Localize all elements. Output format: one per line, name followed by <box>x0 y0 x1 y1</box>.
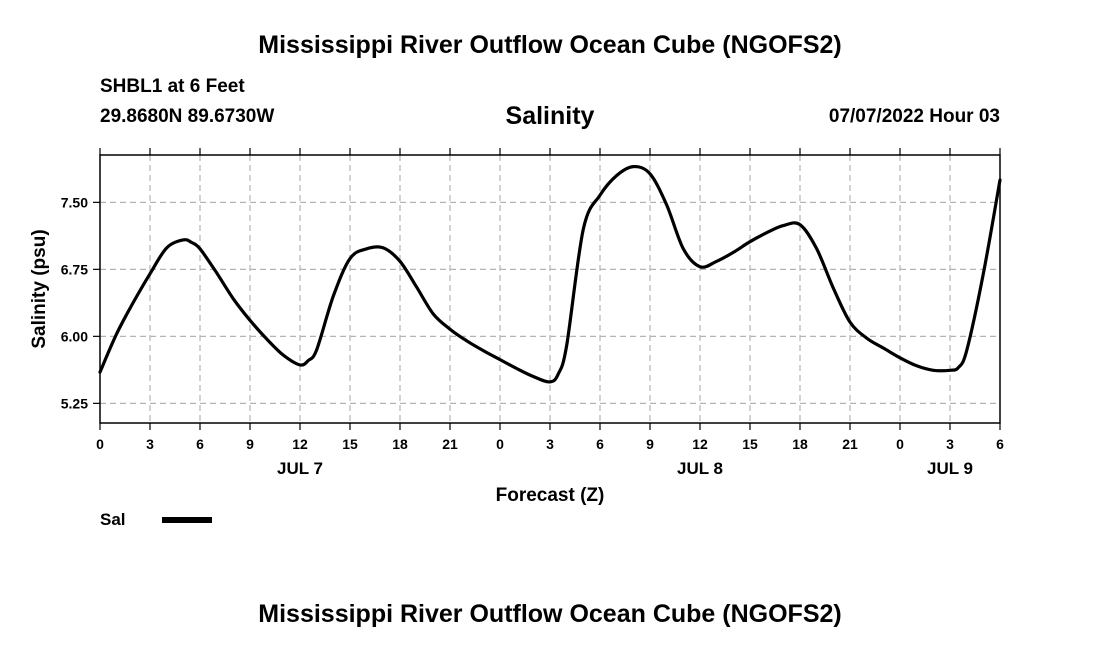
x-tick-label: 12 <box>292 436 308 452</box>
y-tick-label: 5.25 <box>61 395 88 411</box>
x-tick-label: 21 <box>842 436 858 452</box>
y-tick-label: 7.50 <box>61 194 88 210</box>
station-label: SHBL1 at 6 Feet <box>100 76 245 97</box>
grid-lines <box>100 155 1000 423</box>
day-label: JUL 8 <box>677 459 723 478</box>
x-tick-label: 9 <box>246 436 254 452</box>
x-tick-label: 0 <box>896 436 904 452</box>
x-tick-label: 3 <box>546 436 554 452</box>
day-label: JUL 7 <box>277 459 323 478</box>
x-tick-label: 12 <box>692 436 708 452</box>
axis-ticks: 0 3 6 9 12 15 18 21 0 3 6 9 12 15 18 21 0 3 6 5.25 6.00 6.75 7… <box>61 148 1004 478</box>
x-tick-label: 0 <box>496 436 504 452</box>
x-tick-label: 0 <box>96 436 104 452</box>
legend-label-sal: Sal <box>100 510 126 529</box>
footer-title: Mississippi River Outflow Ocean Cube (NG… <box>258 600 842 628</box>
x-tick-label: 6 <box>196 436 204 452</box>
forecast-timestamp: 07/07/2022 Hour 03 <box>828 106 1000 127</box>
location-coordinates: 29.8680N 89.6730W <box>100 106 275 127</box>
x-tick-label: 18 <box>792 436 808 452</box>
x-tick-label: 3 <box>146 436 154 452</box>
y-axis-label: Salinity (psu) <box>29 229 50 348</box>
x-tick-label: 15 <box>742 436 758 452</box>
y-tick-label: 6.00 <box>61 328 88 344</box>
chart-title: Salinity <box>506 102 595 130</box>
legend: Sal <box>100 510 212 529</box>
x-tick-label: 6 <box>596 436 604 452</box>
salinity-series-line <box>98 164 1002 384</box>
x-tick-label: 9 <box>646 436 654 452</box>
y-tick-label: 6.75 <box>61 261 88 277</box>
x-tick-label: 18 <box>392 436 408 452</box>
x-axis-label: Forecast (Z) <box>496 485 605 506</box>
x-tick-label: 3 <box>946 436 954 452</box>
main-title: Mississippi River Outflow Ocean Cube (NG… <box>258 31 842 59</box>
x-tick-label: 21 <box>442 436 458 452</box>
x-tick-label: 6 <box>996 436 1004 452</box>
x-tick-label: 15 <box>342 436 358 452</box>
day-label: JUL 9 <box>927 459 973 478</box>
